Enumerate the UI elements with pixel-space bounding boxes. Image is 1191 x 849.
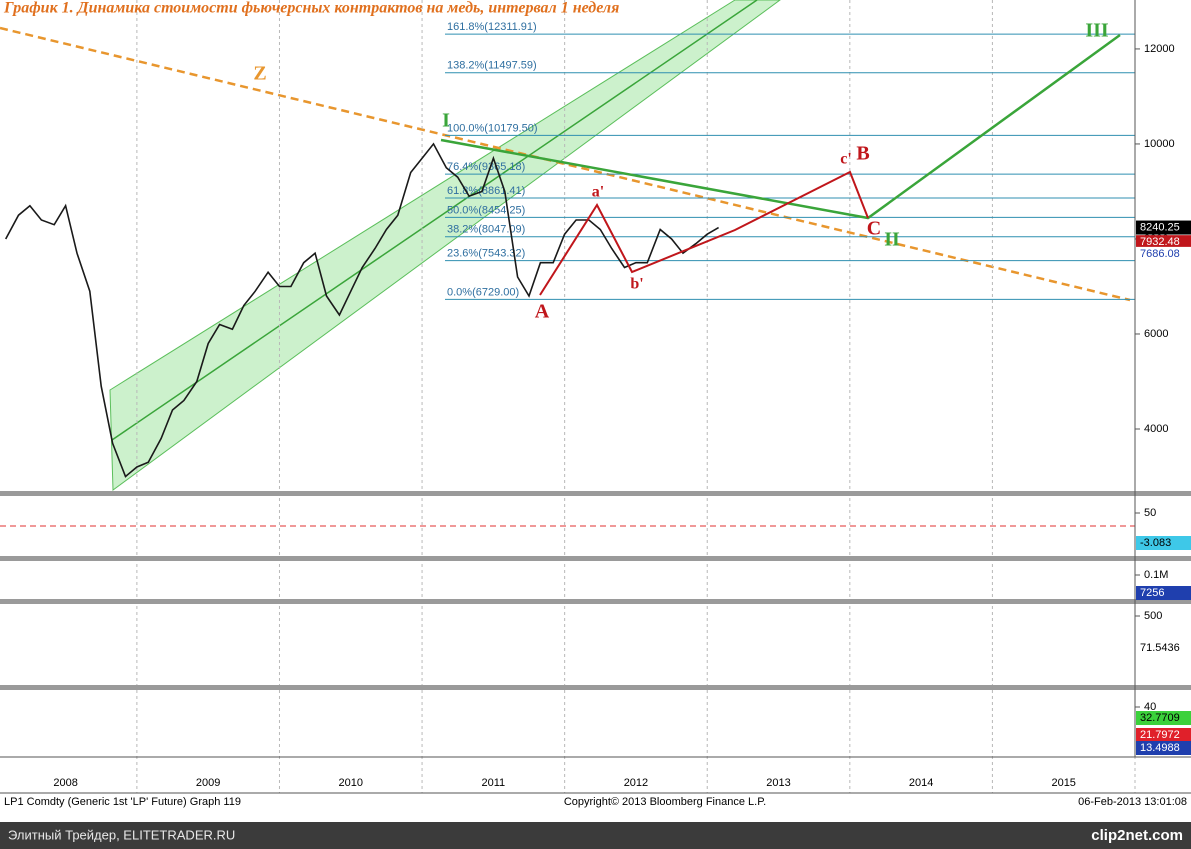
wave-label: A	[535, 301, 550, 323]
panel-tick-label: 50	[1144, 507, 1156, 519]
panel-label: 32.7709	[1140, 712, 1180, 724]
wave-label: I	[442, 110, 450, 132]
panel-label-box	[1136, 586, 1191, 600]
separator	[0, 685, 1191, 690]
panel-label: 7256	[1140, 587, 1164, 599]
fib-label: 161.8%(12311.91)	[447, 21, 537, 33]
banner-right: clip2net.com	[1091, 827, 1183, 844]
price-label-box	[1136, 235, 1191, 250]
footer-left: LP1 Comdty (Generic 1st 'LP' Future) Gra…	[4, 796, 241, 808]
fib-label: 23.6%(7543.32)	[447, 248, 525, 260]
wave-label: B	[856, 143, 869, 165]
x-tick-label: 2008	[53, 777, 77, 789]
wave-label: c'	[840, 151, 852, 168]
x-tick-label: 2015	[1051, 777, 1075, 789]
y-tick-label: 6000	[1144, 328, 1168, 340]
fib-label: 38.2%(8047.09)	[447, 224, 525, 236]
separator	[0, 556, 1191, 561]
banner	[0, 822, 1191, 849]
price-label-box	[1136, 220, 1191, 235]
chart-title: График 1. Динамика стоимости фьючерсных …	[3, 0, 619, 17]
fib-label: 50.0%(8454.25)	[447, 204, 525, 216]
separator	[0, 491, 1191, 496]
price-layer	[4, 142, 720, 478]
wave-label: III	[1085, 20, 1109, 42]
channel-midline	[111, 0, 758, 441]
x-tick-label: 2012	[624, 777, 648, 789]
panel-label-box	[1136, 536, 1191, 550]
fib-label: 0.0%(6729.00)	[447, 286, 519, 298]
panel-label: 71.5436	[1140, 642, 1180, 654]
panel-label: -3.083	[1140, 537, 1171, 549]
fib-label: 76.4%(9365.18)	[447, 161, 525, 173]
wave-label: C	[867, 218, 881, 240]
x-tick-label: 2010	[339, 777, 363, 789]
x-tick-label: 2009	[196, 777, 220, 789]
price-line	[4, 142, 720, 478]
fib-label: 138.2%(11497.59)	[447, 60, 537, 72]
wave-label: b'	[630, 276, 643, 293]
wave-label: a'	[592, 184, 604, 201]
wave-line-red	[539, 170, 869, 296]
panel-label: 13.4988	[1140, 742, 1180, 754]
panel-tick-label: 40	[1144, 701, 1156, 713]
panel-label: 21.7972	[1140, 729, 1180, 741]
y-tick-label: 4000	[1144, 423, 1168, 435]
x-tick-label: 2013	[766, 777, 790, 789]
fib-label: 61.8%(8861.41)	[447, 185, 525, 197]
x-tick-label: 2011	[482, 777, 506, 789]
trend-channel	[109, 0, 781, 491]
fib-label: 100.0%(10179.50)	[447, 122, 538, 134]
panel-label-box	[1136, 741, 1191, 755]
panel-tick-label: 500	[1144, 610, 1162, 622]
footer-center: Copyright© 2013 Bloomberg Finance L.P.	[564, 796, 766, 808]
panel-label-box	[1136, 728, 1191, 742]
x-tick-label: 2014	[909, 777, 933, 789]
footer-right: 06-Feb-2013 13:01:08	[1078, 796, 1187, 808]
panel-tick-label: 0.1M	[1144, 569, 1168, 581]
y-tick-label: 12000	[1144, 43, 1175, 55]
price-label: 7686.08	[1140, 248, 1180, 260]
panel-label-box	[1136, 711, 1191, 725]
price-label-box	[1136, 246, 1191, 261]
z-trendline	[0, 26, 1131, 302]
banner-left: Элитный Трейдер, ELITETRADER.RU	[8, 827, 235, 842]
separator	[0, 599, 1191, 604]
price-label: 8240.25	[1140, 221, 1180, 233]
wave-label: Z	[253, 63, 266, 85]
wave-label: II	[884, 229, 900, 251]
y-tick-label: 10000	[1144, 138, 1175, 150]
price-label: 7932.48	[1140, 236, 1180, 248]
panel-label-box	[1136, 641, 1191, 655]
